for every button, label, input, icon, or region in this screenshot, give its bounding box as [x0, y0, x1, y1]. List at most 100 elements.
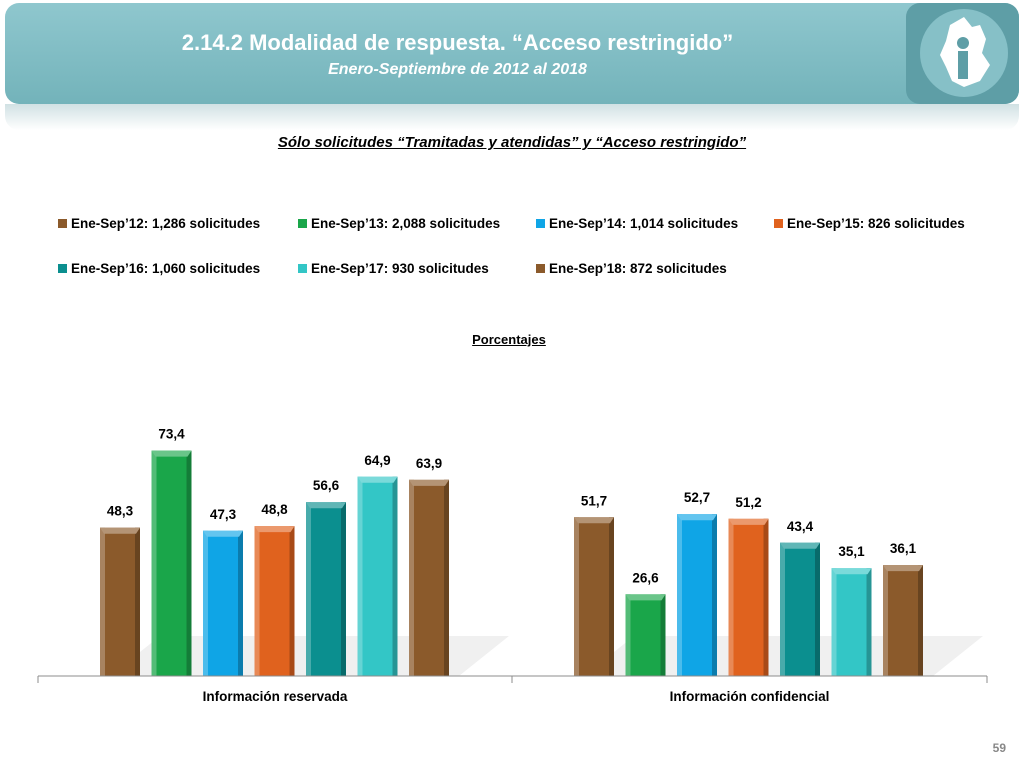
data-label: 26,6 [632, 570, 659, 585]
bar-highlight [357, 476, 363, 676]
page-subtitle: Enero-Septiembre de 2012 al 2018 [328, 61, 587, 78]
bar-edge [918, 565, 923, 676]
bar [574, 517, 614, 676]
legend-label: Ene-Sep’13: 2,088 solicitudes [311, 216, 501, 231]
bar-highlight [728, 518, 734, 676]
bar [677, 514, 717, 676]
data-label: 52,7 [684, 490, 710, 505]
bar-highlight [883, 565, 888, 676]
bar-cap [409, 479, 449, 486]
bar [100, 527, 140, 676]
bar-edge [660, 594, 666, 676]
bar-highlight [306, 502, 311, 676]
bar-highlight [831, 568, 837, 676]
x-tick-label: Información confidencial [670, 689, 830, 704]
legend-label: Ene-Sep’14: 1,014 solicitudes [549, 216, 739, 231]
bar-edge [186, 450, 192, 676]
data-label: 51,7 [581, 493, 607, 508]
data-label: 43,4 [787, 519, 814, 534]
bar-edge [444, 479, 449, 676]
x-tick-label: Información reservada [203, 689, 348, 704]
legend-swatch [536, 218, 545, 228]
header-shadow [5, 104, 1019, 130]
page-title: 2.14.2 Modalidad de respuesta. “Acceso r… [181, 30, 734, 55]
bar [831, 568, 872, 676]
bar-highlight [677, 514, 682, 676]
bar-edge [289, 526, 295, 676]
bar-cap [728, 518, 769, 525]
bar-cap [100, 527, 140, 534]
bar [728, 518, 769, 676]
bar-highlight [254, 526, 260, 676]
legend-item: Ene-Sep’12: 1,286 solicitudes [58, 216, 260, 231]
institution-logo [906, 3, 1019, 104]
data-label: 56,6 [313, 478, 340, 493]
bar-cap [625, 594, 666, 601]
bar-cap [357, 476, 398, 483]
legend-item: Ene-Sep’15: 826 solicitudes [774, 216, 965, 231]
bar-edge [609, 517, 614, 676]
bar [357, 476, 398, 676]
bar [625, 594, 666, 676]
bar-cap [254, 526, 295, 533]
bar [306, 502, 346, 676]
data-label: 51,2 [735, 495, 761, 510]
data-label: 47,3 [210, 507, 237, 522]
legend-swatch [58, 263, 67, 273]
bar-cap [883, 565, 923, 572]
data-label: 36,1 [890, 541, 917, 556]
bar [883, 565, 923, 676]
data-label: 73,4 [158, 427, 185, 442]
bar-edge [763, 518, 769, 676]
bar-highlight [409, 479, 414, 676]
legend-item: Ene-Sep’17: 930 solicitudes [298, 261, 489, 276]
legend-swatch [58, 218, 67, 228]
bar-edge [392, 476, 398, 676]
header-banner [5, 3, 1019, 104]
bar-highlight [625, 594, 631, 676]
bar-edge [815, 542, 820, 676]
chart-heading: Sólo solicitudes “Tramitadas y atendidas… [277, 134, 747, 151]
bar-cap [306, 502, 346, 509]
legend-swatch [774, 218, 783, 228]
bar-cap [151, 450, 192, 457]
data-label: 48,8 [261, 502, 288, 517]
bar-cap [203, 530, 243, 537]
data-label: 48,3 [107, 504, 134, 519]
bar [409, 479, 449, 676]
bar-edge [712, 514, 717, 676]
legend-swatch [298, 263, 307, 273]
bar [151, 450, 192, 676]
bar-highlight [100, 527, 105, 676]
bar-cap [831, 568, 872, 575]
legend-swatch [536, 263, 545, 273]
bar [254, 526, 295, 676]
bar [203, 530, 243, 676]
bar-edge [866, 568, 872, 676]
legend-item: Ene-Sep’13: 2,088 solicitudes [298, 216, 500, 231]
data-label: 63,9 [416, 456, 442, 471]
bar-edge [135, 527, 140, 676]
chart-title: Porcentajes [472, 332, 546, 347]
bar-cap [574, 517, 614, 524]
bar-highlight [780, 542, 785, 676]
bar-cap [677, 514, 717, 521]
legend-label: Ene-Sep’16: 1,060 solicitudes [71, 261, 261, 276]
legend-label: Ene-Sep’12: 1,286 solicitudes [71, 216, 261, 231]
bar-edge [238, 530, 243, 676]
bar-highlight [574, 517, 579, 676]
bar-edge [341, 502, 346, 676]
bar [780, 542, 820, 676]
legend-label: Ene-Sep’15: 826 solicitudes [787, 216, 965, 231]
bar-cap [780, 542, 820, 549]
legend-item: Ene-Sep’18: 872 solicitudes [536, 261, 727, 276]
legend-item: Ene-Sep’16: 1,060 solicitudes [58, 261, 260, 276]
data-label: 35,1 [838, 544, 865, 559]
data-label: 64,9 [364, 453, 390, 468]
page-number: 59 [992, 741, 1006, 755]
legend-item: Ene-Sep’14: 1,014 solicitudes [536, 216, 738, 231]
bar-highlight [151, 450, 157, 676]
bar-highlight [203, 530, 208, 676]
legend-label: Ene-Sep’17: 930 solicitudes [311, 261, 489, 276]
